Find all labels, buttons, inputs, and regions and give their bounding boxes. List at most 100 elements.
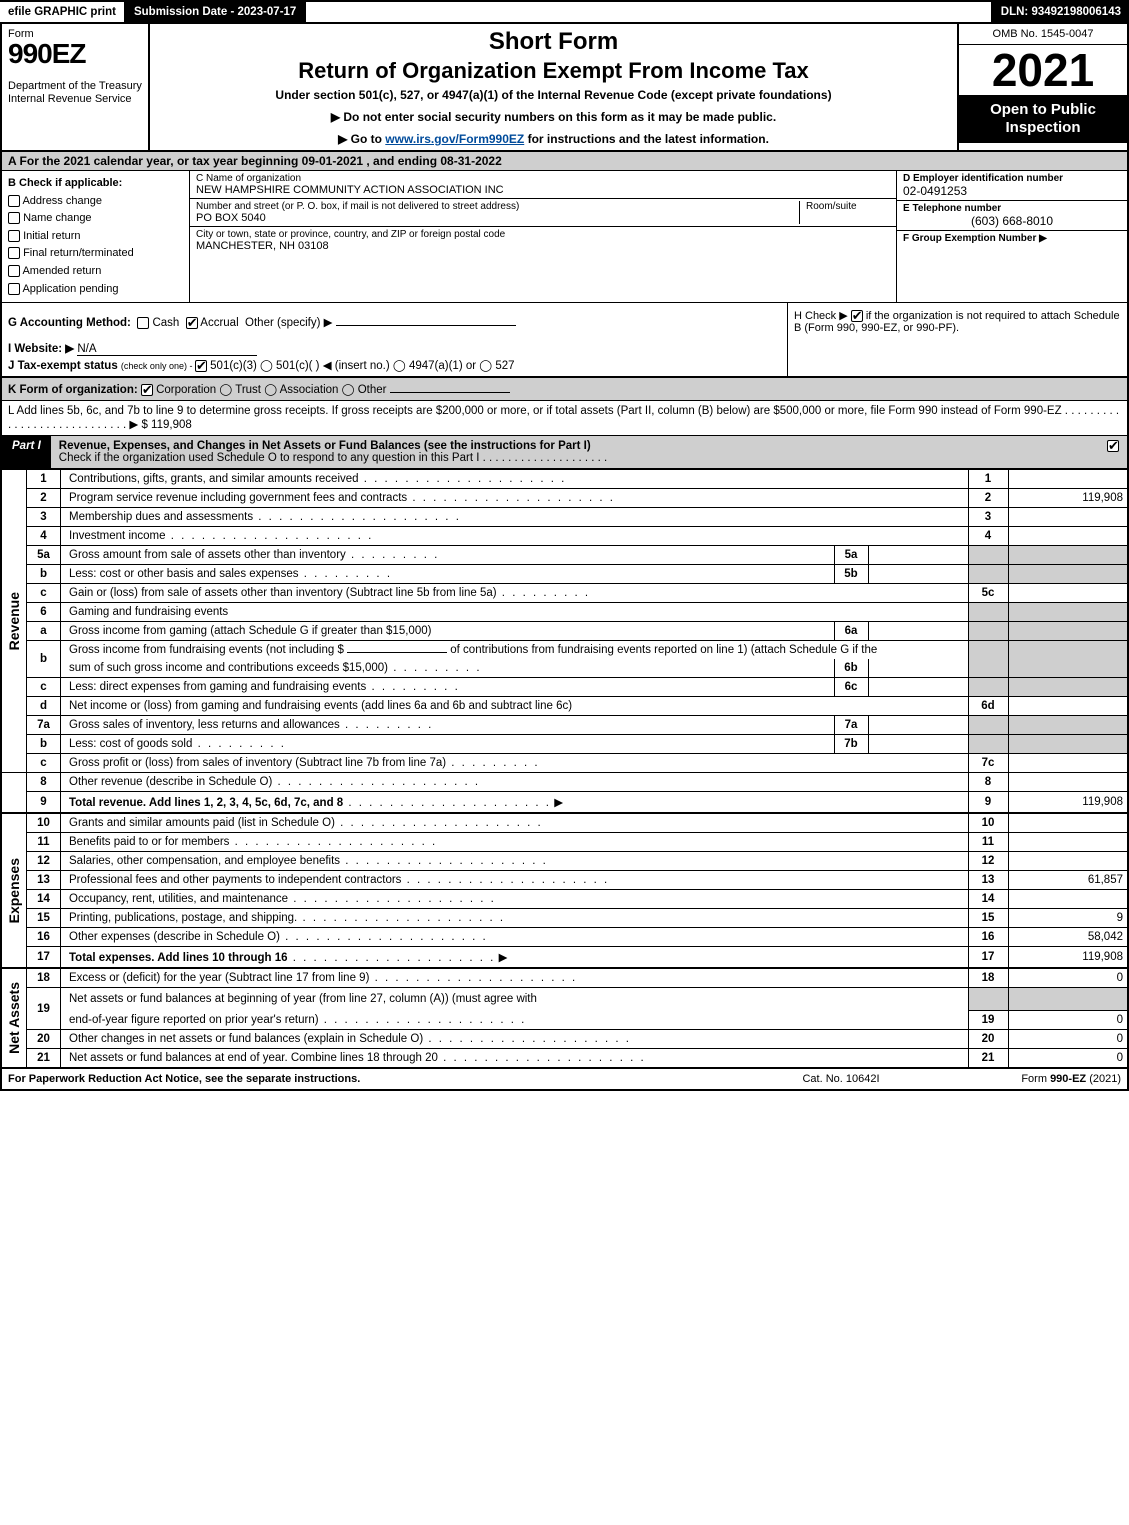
ln3-n: 3 — [27, 508, 61, 527]
efile-print[interactable]: efile GRAPHIC print — [0, 2, 126, 22]
ln15-amt: 9 — [1008, 909, 1128, 928]
form-title: Return of Organization Exempt From Incom… — [160, 58, 947, 84]
department: Department of the Treasury Internal Reve… — [8, 80, 142, 106]
cb-cash[interactable] — [137, 317, 149, 329]
cb-part1-scho[interactable] — [1107, 440, 1119, 452]
section-k: K Form of organization: Corporation ◯ Tr… — [0, 376, 1129, 400]
ln5b-mid: 5b — [834, 565, 868, 584]
ln4-n: 4 — [27, 527, 61, 546]
c-label: C Name of organization — [196, 173, 890, 184]
b1: Address change — [22, 195, 102, 207]
ln9-num: 9 — [968, 792, 1008, 814]
cb-501c3[interactable] — [195, 360, 207, 372]
bullet2-post: for instructions and the latest informat… — [524, 132, 769, 146]
ln6d-num: 6d — [968, 697, 1008, 716]
footer-left: For Paperwork Reduction Act Notice, see … — [8, 1073, 741, 1085]
k-pre: K Form of organization: — [8, 384, 141, 396]
k-other-blank[interactable] — [390, 392, 510, 393]
open-inspection: Open to Public Inspection — [959, 95, 1127, 143]
top-bar: efile GRAPHIC print Submission Date - 20… — [0, 0, 1129, 24]
form-header: Form 990EZ Department of the Treasury In… — [0, 24, 1129, 152]
ln6a-num — [968, 622, 1008, 641]
k-opts: Corporation ◯ Trust ◯ Association ◯ Othe… — [153, 384, 387, 396]
ln20: Other changes in net assets or fund bala… — [61, 1030, 969, 1049]
ln21-n: 21 — [27, 1049, 61, 1069]
ln13: Professional fees and other payments to … — [61, 871, 969, 890]
ln6a-midamt — [868, 622, 968, 641]
footer-center: Cat. No. 10642I — [741, 1073, 941, 1085]
j-pre: J Tax-exempt status — [8, 360, 121, 372]
cb-application-pending[interactable] — [8, 283, 20, 295]
ln13-num: 13 — [968, 871, 1008, 890]
d-label: D Employer identification number — [903, 173, 1121, 184]
short-form-label: Short Form — [160, 28, 947, 56]
irs-link[interactable]: www.irs.gov/Form990EZ — [385, 132, 524, 146]
ln8-num: 8 — [968, 773, 1008, 792]
section-h: H Check ▶ if the organization is not req… — [787, 303, 1127, 376]
ln6a: Gross income from gaming (attach Schedul… — [61, 622, 835, 641]
ln6b-blank[interactable] — [347, 652, 447, 653]
telephone: (603) 668-8010 — [903, 214, 1121, 228]
ln4: Investment income — [61, 527, 969, 546]
cb-accrual[interactable] — [186, 317, 198, 329]
part-1-header: Part I Revenue, Expenses, and Changes in… — [0, 435, 1129, 470]
omb-number: OMB No. 1545-0047 — [959, 24, 1127, 45]
cb-amended[interactable] — [8, 265, 20, 277]
ln6d-n: d — [27, 697, 61, 716]
section-i: I Website: ▶ N/A — [8, 341, 781, 356]
cb-name-change[interactable] — [8, 212, 20, 224]
cb-corporation[interactable] — [141, 384, 153, 396]
ln6-amt — [1008, 603, 1128, 622]
ln21-amt: 0 — [1008, 1049, 1128, 1069]
ln7c-amt — [1008, 754, 1128, 773]
ln13-amt: 61,857 — [1008, 871, 1128, 890]
g-other-blank[interactable] — [336, 325, 516, 326]
ln11-amt — [1008, 833, 1128, 852]
ln6b-mid: 6b — [834, 659, 868, 678]
cb-final-return[interactable] — [8, 247, 20, 259]
ln9-amt: 119,908 — [1008, 792, 1128, 814]
ln6b-1: Gross income from fundraising events (no… — [69, 644, 344, 656]
part1-title-text: Revenue, Expenses, and Changes in Net As… — [59, 440, 591, 452]
cb-address-change[interactable] — [8, 195, 20, 207]
cb-h[interactable] — [851, 310, 863, 322]
ln21: Net assets or fund balances at end of ye… — [61, 1049, 969, 1069]
cb-initial-return[interactable] — [8, 230, 20, 242]
sections-def: D Employer identification number 02-0491… — [897, 171, 1127, 302]
footer-right-bold: 990-EZ — [1050, 1073, 1086, 1085]
ln19-1: Net assets or fund balances at beginning… — [61, 988, 969, 1011]
ln6b-amtgrey — [1008, 641, 1128, 678]
ln15: Printing, publications, postage, and shi… — [61, 909, 969, 928]
ln6-num — [968, 603, 1008, 622]
ln12-num: 12 — [968, 852, 1008, 871]
ln19-amtgrey — [1008, 988, 1128, 1011]
header-left: Form 990EZ Department of the Treasury In… — [2, 24, 150, 150]
website-value: N/A — [77, 343, 257, 356]
ln19-num: 19 — [968, 1011, 1008, 1030]
ln11-n: 11 — [27, 833, 61, 852]
b2: Name change — [23, 212, 92, 224]
ln7a-midamt — [868, 716, 968, 735]
ln1-amt — [1008, 470, 1128, 489]
ln5c-num: 5c — [968, 584, 1008, 603]
ln7b-num — [968, 735, 1008, 754]
ln6b-numgrey — [968, 641, 1008, 678]
section-c: C Name of organization NEW HAMPSHIRE COM… — [190, 171, 897, 302]
ln6c-num — [968, 678, 1008, 697]
org-city: MANCHESTER, NH 03108 — [196, 240, 890, 252]
ln6b-line1: Gross income from fundraising events (no… — [61, 641, 969, 660]
section-b: B Check if applicable: Address change Na… — [2, 171, 190, 302]
ln3: Membership dues and assessments — [61, 508, 969, 527]
ln5b-num — [968, 565, 1008, 584]
ln9: Total revenue. Add lines 1, 2, 3, 4, 5c,… — [61, 792, 969, 814]
ln7a-mid: 7a — [834, 716, 868, 735]
ln20-amt: 0 — [1008, 1030, 1128, 1049]
section-l: L Add lines 5b, 6c, and 7b to line 9 to … — [0, 400, 1129, 435]
ln14-n: 14 — [27, 890, 61, 909]
ln18: Excess or (deficit) for the year (Subtra… — [61, 968, 969, 988]
ln19-numgrey — [968, 988, 1008, 1011]
city-label: City or town, state or province, country… — [196, 229, 890, 240]
ln6c: Less: direct expenses from gaming and fu… — [61, 678, 835, 697]
ln17-text: Total expenses. Add lines 10 through 16 — [69, 952, 288, 964]
form-subtitle: Under section 501(c), 527, or 4947(a)(1)… — [160, 88, 947, 102]
